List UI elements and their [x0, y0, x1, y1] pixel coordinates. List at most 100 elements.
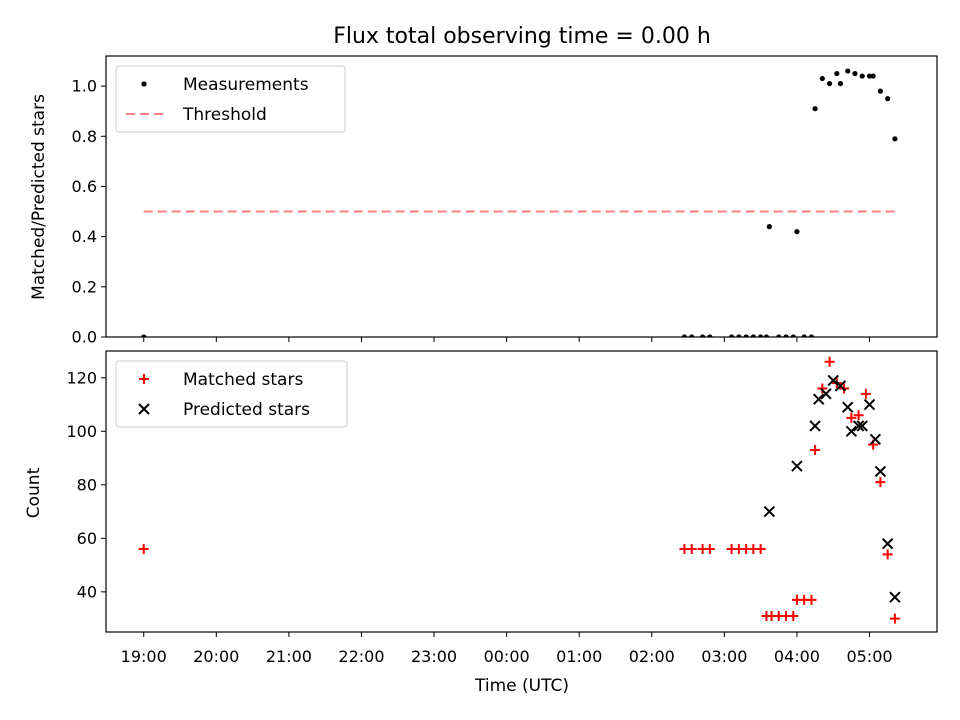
matched-stars-point	[806, 594, 817, 605]
legend-box	[115, 360, 348, 428]
predicted-stars-point	[874, 465, 887, 478]
predicted-stars-point	[869, 433, 882, 446]
x-tick-label: 23:00	[411, 647, 457, 666]
plot-frame	[105, 350, 938, 633]
matched-stars-point	[755, 544, 766, 555]
measurements-point	[707, 334, 713, 337]
measurements-point	[681, 334, 688, 337]
measurements-point	[763, 334, 770, 337]
predicted-stars-point	[812, 393, 825, 405]
measurements-point	[845, 68, 851, 74]
predicted-stars-point	[834, 380, 847, 392]
x-tick-label: 02:00	[629, 647, 675, 666]
x-tick-label: 01:00	[556, 647, 602, 666]
predicted-stars-point	[856, 420, 868, 432]
legend-swatch	[141, 81, 147, 87]
measurements-point	[758, 334, 764, 337]
matched-stars-point	[686, 544, 697, 555]
y-tick-label: 0.4	[72, 227, 97, 246]
y-tick-label: 120	[66, 368, 97, 387]
bottom-panel: 40 60 80 100 120 19:00 20:00 21:00 22:00 23:00 00:…	[66, 350, 938, 666]
x-tick-label: 19:00	[121, 647, 167, 666]
predicted-stars-point	[842, 401, 854, 413]
measurements-point	[812, 106, 818, 112]
y-tick-label: 0.6	[72, 177, 97, 196]
matched-stars-point	[817, 383, 828, 394]
y-tick-label: 80	[77, 475, 97, 494]
measurements-point	[729, 334, 735, 337]
top-ylabel: Matched/Predicted stars	[29, 94, 49, 300]
measurements-point	[852, 70, 858, 77]
measurements-point	[766, 224, 772, 230]
measurements-point	[859, 73, 865, 79]
measurements-point	[783, 334, 789, 337]
measurements-point	[736, 334, 742, 337]
measurements-point	[877, 88, 883, 94]
predicted-stars-point	[889, 591, 901, 603]
measurements-point	[892, 136, 898, 142]
x-axis-label: Time (UTC)	[474, 676, 569, 696]
measurements-point	[801, 334, 807, 337]
predicted-stars-point	[845, 425, 858, 437]
x-tick-label: 00:00	[484, 647, 530, 666]
predicted-stars-point	[881, 537, 894, 550]
legend-swatch	[138, 403, 150, 415]
measurements-point	[699, 334, 706, 337]
chart-title: Flux total observing time = 0.00 h	[333, 24, 711, 49]
measurements-point	[141, 334, 147, 337]
measurements-point	[819, 75, 825, 82]
x-tick-label: 05:00	[846, 647, 892, 666]
y-tick-label: 0.0	[72, 328, 97, 347]
measurements-point	[790, 334, 796, 337]
predicted-stars-point	[763, 505, 776, 518]
data-layer	[141, 68, 899, 337]
legend-label: Predicted stars	[183, 400, 310, 420]
x-tick-label: 20:00	[193, 647, 239, 666]
measurements-point	[776, 334, 782, 337]
measurements-point	[750, 334, 756, 337]
predicted-stars-point	[791, 460, 803, 472]
x-tick-label: 22:00	[338, 647, 384, 666]
legend-swatch	[139, 374, 149, 384]
matched-stars-point	[704, 544, 715, 555]
y-tick-label: 40	[77, 582, 97, 601]
predicted-stars-point	[820, 388, 832, 400]
matched-stars-point	[810, 445, 821, 456]
predicted-stars-point	[809, 420, 821, 432]
predicted-stars-point	[863, 398, 876, 411]
measurements-point	[837, 80, 844, 87]
matched-stars-point	[138, 544, 149, 555]
bottom-ylabel: Count	[24, 467, 44, 518]
matched-stars-point	[788, 610, 799, 621]
x-tick-label: 04:00	[774, 647, 820, 666]
matched-stars-point	[882, 549, 893, 560]
matched-stars-point	[846, 412, 857, 423]
y-tick-label: 60	[77, 529, 97, 548]
matched-stars-point	[853, 410, 864, 421]
measurements-point	[794, 229, 800, 235]
y-tick-label: 0.8	[72, 127, 97, 146]
plot-frame	[105, 55, 938, 338]
y-tick-label: 100	[66, 422, 97, 441]
predicted-stars-point	[827, 374, 839, 387]
measurements-point	[689, 334, 695, 337]
measurements-point	[866, 73, 873, 79]
legend-label: Threshold	[182, 105, 267, 125]
legend-label: Matched stars	[183, 370, 303, 390]
measurements-point	[834, 70, 840, 77]
measurements-point	[808, 334, 815, 337]
legend-box	[115, 65, 346, 133]
predicted-stars-point	[852, 420, 865, 432]
legend-label: Measurements	[183, 75, 309, 95]
measurements-point	[743, 334, 749, 337]
matched-stars-point	[860, 388, 871, 399]
y-tick-label: 0.2	[72, 277, 97, 296]
matched-stars-point	[824, 356, 835, 367]
matched-stars-point	[875, 477, 886, 488]
measurements-point	[870, 73, 876, 79]
y-tick-label: 1.0	[72, 77, 97, 96]
top-panel: 0.0 0.2 0.4 0.6 0.8 1.0 Measurements Threshold	[72, 55, 938, 347]
x-tick-label: 21:00	[266, 647, 312, 666]
matched-stars-point	[889, 613, 900, 624]
